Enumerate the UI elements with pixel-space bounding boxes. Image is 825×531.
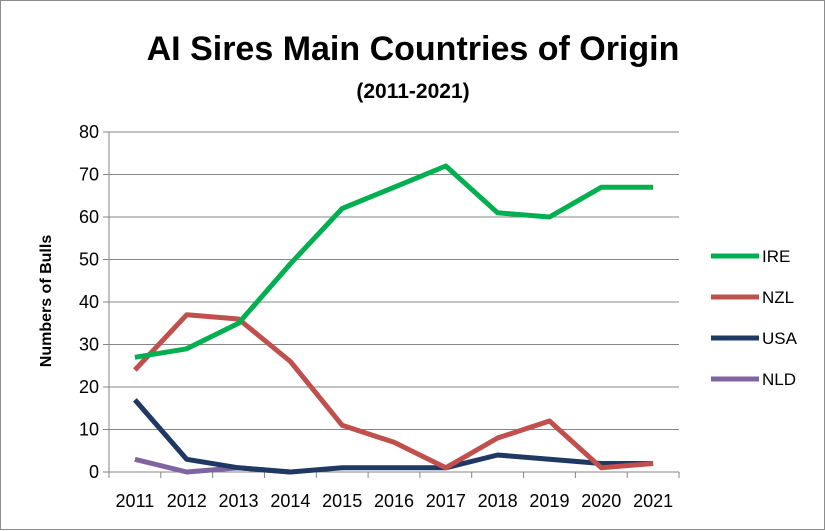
series-lines xyxy=(133,163,654,475)
y-tick-label: 20 xyxy=(79,377,99,397)
y-tick-label: 10 xyxy=(79,420,99,440)
x-tick-label: 2017 xyxy=(426,491,466,511)
chart-subtitle: (2011-2021) xyxy=(356,80,469,103)
x-tick-label: 2011 xyxy=(116,491,155,511)
x-tick-label: 2020 xyxy=(581,491,621,511)
x-tick-label: 2019 xyxy=(529,491,569,511)
legend-label-ire: IRE xyxy=(762,247,790,266)
axes: 0 10 20 30 40 50 60 70 80 2011 2012 2013 2014 2015 201… xyxy=(79,122,680,511)
series-line-usa xyxy=(133,398,654,475)
legend-label-nld: NLD xyxy=(762,370,796,389)
series-line-nzl xyxy=(133,312,654,471)
y-tick-label: 0 xyxy=(89,462,99,482)
legend-label-nzl: NZL xyxy=(762,288,794,307)
chart-title: AI Sires Main Countries of Origin xyxy=(147,30,680,68)
y-tick-label: 80 xyxy=(79,122,99,142)
y-axis-label: Numbers of Bulls xyxy=(38,235,55,368)
y-tick-label: 40 xyxy=(79,292,99,312)
y-tick-label: 30 xyxy=(79,335,99,355)
x-tick-label: 2018 xyxy=(478,491,518,511)
x-tick-label: 2014 xyxy=(270,491,310,511)
x-tick-label: 2013 xyxy=(219,491,259,511)
x-tick-label: 2021 xyxy=(633,491,673,511)
y-tick-label: 50 xyxy=(79,250,99,270)
y-tick-label: 60 xyxy=(79,207,99,227)
y-tick-label: 70 xyxy=(79,165,99,185)
x-tick-label: 2012 xyxy=(167,491,207,511)
legend-label-usa: USA xyxy=(762,329,798,348)
gridlines xyxy=(109,131,679,473)
series-line-ire xyxy=(134,163,654,360)
x-tick-label: 2015 xyxy=(322,491,362,511)
legend: IRE NZL USA NLD xyxy=(711,247,798,389)
x-tick-label: 2016 xyxy=(374,491,414,511)
